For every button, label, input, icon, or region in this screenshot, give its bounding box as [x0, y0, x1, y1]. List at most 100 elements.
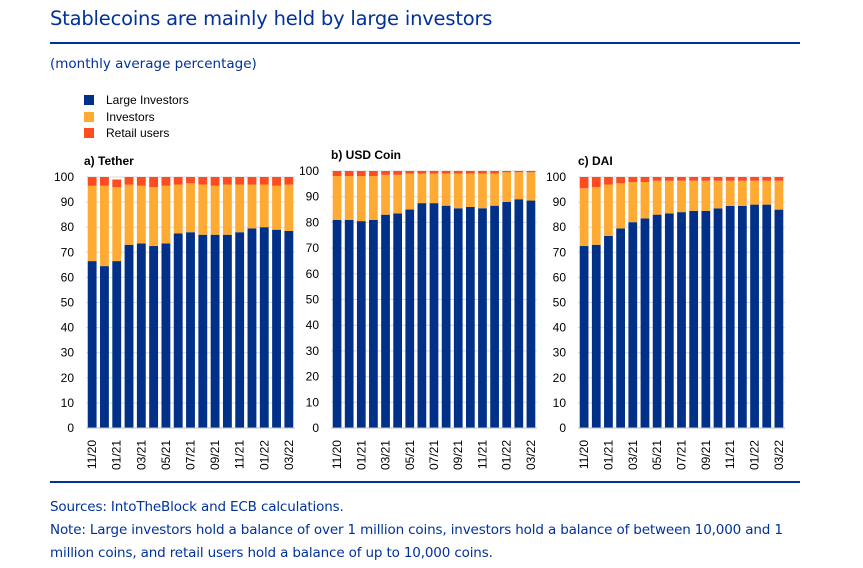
x-tick-label: 01/22: [257, 440, 271, 470]
y-tick-label: 90: [61, 195, 75, 209]
bar-segment-investors: [344, 176, 354, 220]
y-tick-label: 80: [61, 220, 75, 234]
bar-segment-investors: [713, 180, 723, 209]
bar-segment-retail-users: [235, 177, 245, 185]
y-tick-label: 0: [67, 421, 74, 435]
bar-segment-investors: [259, 184, 269, 228]
bar-segment-retail-users: [356, 171, 366, 177]
bar-segment-retail-users: [774, 177, 784, 181]
bar-segment-investors: [616, 183, 626, 229]
bar-segment-retail-users: [490, 171, 499, 174]
bar-segment-investors: [640, 182, 650, 219]
bar-segment-large-investors: [689, 210, 699, 428]
bar-segment-large-investors: [725, 205, 735, 428]
bar-segment-large-investors: [514, 199, 524, 428]
bar-segment-large-investors: [247, 228, 257, 428]
bar-segment-retail-users: [441, 171, 451, 174]
bar-segment-large-investors: [136, 243, 146, 428]
y-tick-label: 100: [54, 170, 74, 184]
bar-segment-retail-users: [332, 171, 342, 177]
y-tick-label: 10: [61, 396, 75, 410]
legend-swatch-investors: [84, 111, 94, 122]
bar-segment-large-investors: [100, 266, 109, 428]
x-tick-label: 03/22: [524, 440, 538, 470]
bar-segment-investors: [689, 180, 699, 211]
bar-segment-large-investors: [87, 261, 97, 428]
bar-segment-large-investors: [677, 212, 686, 428]
bar-segment-retail-users: [186, 177, 195, 184]
y-tick-label: 40: [553, 321, 567, 335]
bar-segment-retail-users: [502, 171, 512, 173]
bar-segment-large-investors: [381, 214, 390, 428]
bar-segment-investors: [441, 173, 451, 206]
bar-segment-large-investors: [405, 209, 415, 428]
y-tick-label: 20: [553, 371, 567, 385]
bar-segment-large-investors: [417, 203, 427, 428]
bar-segment-large-investors: [173, 233, 183, 428]
y-tick-label: 80: [553, 220, 567, 234]
y-tick-label: 10: [306, 395, 320, 409]
bar-segment-retail-users: [284, 177, 294, 185]
bar-segment-retail-users: [453, 171, 463, 174]
legend-item-large-investors: Large Investors: [84, 92, 189, 109]
bar-segment-investors: [526, 172, 536, 201]
bar-segment-large-investors: [640, 218, 650, 428]
y-tick-label: 60: [61, 270, 75, 284]
bar-segment-retail-users: [149, 177, 159, 188]
bar-segment-large-investors: [124, 244, 134, 428]
bar-segment-retail-users: [222, 177, 232, 185]
bar-segment-retail-users: [381, 171, 390, 175]
bar-segment-large-investors: [344, 219, 354, 428]
bar-segment-retail-users: [369, 171, 378, 177]
x-tick-label: 03/21: [379, 440, 393, 470]
bar-segment-retail-users: [591, 177, 601, 188]
bar-segment-investors: [453, 173, 463, 209]
bar-segment-investors: [186, 183, 195, 233]
bar-segment-large-investors: [490, 205, 499, 428]
bar-segment-investors: [381, 174, 390, 215]
bar-segment-retail-users: [750, 177, 759, 181]
x-tick-label: 05/21: [650, 440, 664, 470]
legend-label: Retail users: [106, 126, 170, 141]
bar-segment-retail-users: [259, 177, 269, 185]
bar-segment-investors: [284, 184, 294, 231]
bar-segment-retail-users: [725, 177, 735, 181]
bar-segment-large-investors: [762, 204, 772, 428]
bar-segment-investors: [100, 185, 109, 267]
y-tick-label: 60: [306, 267, 320, 281]
x-tick-label: 09/21: [699, 440, 713, 470]
bar-segment-investors: [725, 180, 735, 206]
bar-segment-retail-users: [100, 177, 109, 186]
bar-segment-retail-users: [677, 177, 686, 181]
bar-segment-retail-users: [701, 177, 711, 181]
bar-segment-investors: [652, 180, 662, 215]
panel-title: c) DAI: [578, 154, 613, 168]
bar-segment-large-investors: [235, 232, 245, 428]
y-tick-label: 0: [312, 421, 319, 435]
x-tick-label: 11/21: [475, 440, 489, 469]
x-tick-label: 03/21: [626, 440, 640, 470]
bar-segment-retail-users: [514, 171, 524, 173]
x-tick-label: 03/21: [134, 440, 148, 470]
y-tick-label: 0: [559, 421, 566, 435]
x-tick-label: 03/22: [282, 440, 296, 470]
bar-segment-large-investors: [332, 219, 342, 428]
bar-segment-large-investors: [161, 243, 171, 428]
y-tick-label: 70: [61, 245, 75, 259]
bar-segment-retail-users: [112, 179, 122, 188]
x-tick-label: 07/21: [427, 440, 441, 470]
bar-segment-investors: [356, 176, 366, 222]
bar-segment-large-investors: [616, 228, 626, 428]
legend-swatch-retail-users: [84, 128, 94, 139]
bar-segment-investors: [124, 184, 134, 245]
bar-segment-retail-users: [247, 177, 257, 185]
bar-segment-retail-users: [173, 177, 183, 185]
bar-segment-large-investors: [284, 230, 294, 428]
bar-segment-investors: [429, 173, 439, 204]
bar-segment-large-investors: [701, 210, 711, 428]
y-tick-label: 70: [553, 245, 567, 259]
y-tick-label: 20: [306, 370, 320, 384]
sources-text: Sources: IntoTheBlock and ECB calculatio…: [50, 499, 344, 515]
bar-segment-retail-users: [526, 171, 536, 173]
